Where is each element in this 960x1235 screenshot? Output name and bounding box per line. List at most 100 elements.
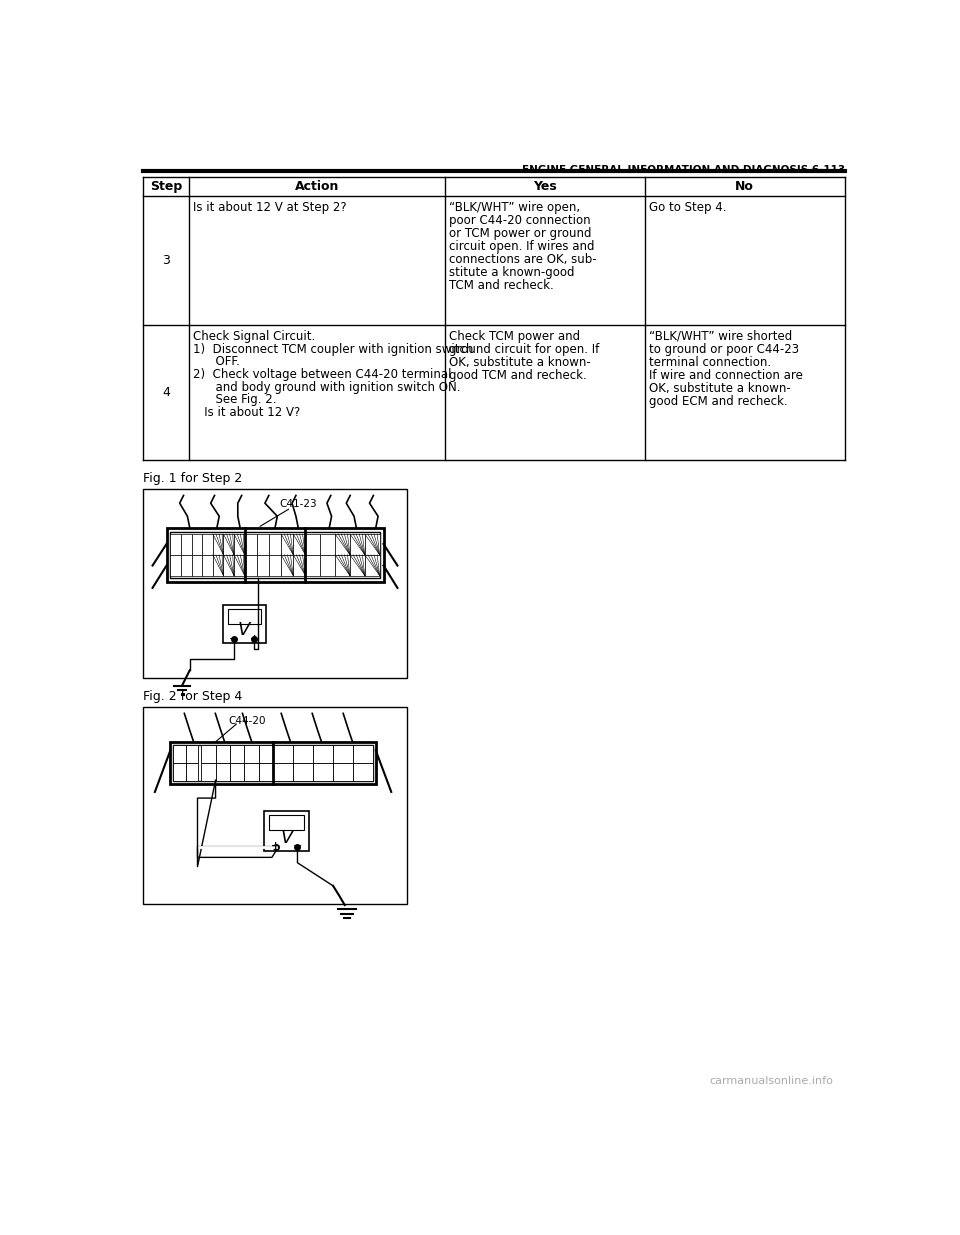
Bar bbox=[352, 745, 372, 763]
Bar bbox=[245, 555, 256, 576]
Text: ENGINE GENERAL INFORMATION AND DIAGNOSIS 6-113: ENGINE GENERAL INFORMATION AND DIAGNOSIS… bbox=[521, 165, 845, 175]
Bar bbox=[281, 555, 293, 576]
Bar bbox=[273, 745, 293, 763]
Text: If wire and connection are: If wire and connection are bbox=[649, 369, 803, 382]
Bar bbox=[245, 763, 259, 782]
Text: Fig. 2 for Step 4: Fig. 2 for Step 4 bbox=[143, 690, 243, 703]
Text: Is it about 12 V?: Is it about 12 V? bbox=[193, 406, 300, 419]
Bar bbox=[269, 815, 304, 830]
Text: V: V bbox=[238, 621, 251, 638]
Text: Yes: Yes bbox=[533, 180, 557, 193]
Bar bbox=[174, 763, 186, 782]
Bar bbox=[202, 745, 216, 763]
Text: OK, substitute a known-: OK, substitute a known- bbox=[448, 356, 590, 369]
Bar bbox=[224, 534, 234, 555]
Text: C44-20: C44-20 bbox=[228, 716, 266, 726]
Text: stitute a known-good: stitute a known-good bbox=[448, 266, 574, 279]
Text: carmanualsonline.info: carmanualsonline.info bbox=[709, 1076, 833, 1086]
Text: “BLK/WHT” wire open,: “BLK/WHT” wire open, bbox=[448, 200, 580, 214]
Bar bbox=[313, 745, 333, 763]
Text: Is it about 12 V at Step 2?: Is it about 12 V at Step 2? bbox=[193, 200, 347, 214]
Text: or TCM power or ground: or TCM power or ground bbox=[448, 227, 591, 240]
Bar bbox=[256, 534, 269, 555]
Text: See Fig. 2.: See Fig. 2. bbox=[193, 394, 276, 406]
Bar bbox=[313, 763, 333, 782]
Bar bbox=[365, 534, 379, 555]
Text: Action: Action bbox=[295, 180, 339, 193]
Bar bbox=[143, 708, 407, 904]
Bar bbox=[256, 555, 269, 576]
Bar bbox=[305, 534, 321, 555]
Bar bbox=[333, 763, 352, 782]
Text: OK, substitute a known-: OK, substitute a known- bbox=[649, 383, 790, 395]
Text: and body ground with ignition switch ON.: and body ground with ignition switch ON. bbox=[193, 380, 460, 394]
Text: No: No bbox=[735, 180, 755, 193]
Text: Fig. 1 for Step 2: Fig. 1 for Step 2 bbox=[143, 472, 243, 485]
Bar bbox=[166, 527, 383, 582]
Bar bbox=[281, 534, 293, 555]
Text: TCM and recheck.: TCM and recheck. bbox=[448, 279, 554, 293]
Bar bbox=[174, 745, 372, 782]
Text: 2)  Check voltage between C44-20 terminal: 2) Check voltage between C44-20 terminal bbox=[193, 368, 451, 382]
Text: Check Signal Circuit.: Check Signal Circuit. bbox=[193, 330, 315, 343]
Bar bbox=[321, 534, 335, 555]
Text: +: + bbox=[250, 634, 258, 643]
Bar bbox=[223, 605, 266, 643]
Bar bbox=[186, 763, 199, 782]
Text: V: V bbox=[280, 830, 293, 847]
Bar bbox=[293, 534, 305, 555]
Bar bbox=[305, 555, 321, 576]
Text: good TCM and recheck.: good TCM and recheck. bbox=[448, 369, 587, 382]
Bar bbox=[333, 745, 352, 763]
Bar bbox=[213, 534, 224, 555]
Bar bbox=[181, 555, 192, 576]
Bar bbox=[259, 763, 273, 782]
Bar bbox=[259, 745, 273, 763]
Bar bbox=[273, 763, 293, 782]
Bar bbox=[216, 745, 230, 763]
Text: 1)  Disconnect TCM coupler with ignition switch: 1) Disconnect TCM coupler with ignition … bbox=[193, 342, 473, 356]
Text: OFF.: OFF. bbox=[193, 356, 240, 368]
Text: 3: 3 bbox=[162, 254, 170, 267]
Bar bbox=[203, 534, 213, 555]
Text: +: + bbox=[271, 841, 280, 851]
Bar bbox=[350, 555, 365, 576]
Bar bbox=[174, 745, 186, 763]
Text: connections are OK, sub-: connections are OK, sub- bbox=[448, 253, 596, 266]
Bar bbox=[335, 555, 350, 576]
Text: “BLK/WHT” wire shorted: “BLK/WHT” wire shorted bbox=[649, 330, 792, 343]
Bar bbox=[216, 763, 230, 782]
Text: Check TCM power and: Check TCM power and bbox=[448, 330, 580, 343]
Text: to ground or poor C44-23: to ground or poor C44-23 bbox=[649, 343, 799, 356]
Bar bbox=[269, 534, 281, 555]
Bar bbox=[170, 555, 181, 576]
Bar bbox=[170, 534, 181, 555]
Bar bbox=[352, 763, 372, 782]
Bar bbox=[186, 745, 199, 763]
Bar bbox=[224, 555, 234, 576]
Bar bbox=[335, 534, 350, 555]
Text: C41-23: C41-23 bbox=[279, 499, 317, 509]
Bar bbox=[213, 555, 224, 576]
Text: −: − bbox=[229, 634, 239, 643]
Bar bbox=[202, 763, 216, 782]
Text: terminal connection.: terminal connection. bbox=[649, 356, 771, 369]
Bar bbox=[293, 745, 313, 763]
Bar bbox=[143, 489, 407, 678]
Text: ground circuit for open. If: ground circuit for open. If bbox=[448, 343, 599, 356]
Bar bbox=[230, 745, 245, 763]
Bar bbox=[170, 531, 379, 578]
Bar bbox=[245, 745, 259, 763]
Bar bbox=[350, 534, 365, 555]
Text: Go to Step 4.: Go to Step 4. bbox=[649, 200, 726, 214]
Bar bbox=[234, 534, 245, 555]
Text: poor C44-20 connection: poor C44-20 connection bbox=[448, 214, 590, 227]
Bar bbox=[264, 811, 309, 851]
Bar bbox=[192, 534, 203, 555]
Text: Step: Step bbox=[150, 180, 182, 193]
Text: 4: 4 bbox=[162, 387, 170, 399]
Bar bbox=[293, 763, 313, 782]
Text: good ECM and recheck.: good ECM and recheck. bbox=[649, 395, 787, 409]
Bar bbox=[245, 534, 256, 555]
Bar bbox=[170, 742, 375, 784]
